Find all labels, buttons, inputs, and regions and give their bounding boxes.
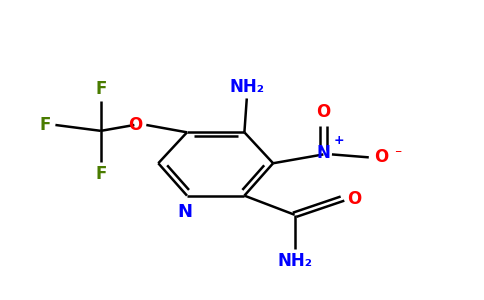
- Text: +: +: [334, 134, 345, 147]
- Text: NH₂: NH₂: [277, 252, 312, 270]
- Text: O: O: [128, 116, 142, 134]
- Text: N: N: [317, 144, 330, 162]
- Text: F: F: [95, 80, 106, 98]
- Text: F: F: [39, 116, 51, 134]
- Text: NH₂: NH₂: [229, 78, 264, 96]
- Text: N: N: [177, 203, 192, 221]
- Text: O: O: [316, 103, 331, 121]
- Text: ⁻: ⁻: [393, 147, 401, 161]
- Text: O: O: [347, 190, 362, 208]
- Text: F: F: [95, 165, 106, 183]
- Text: O: O: [375, 148, 389, 166]
